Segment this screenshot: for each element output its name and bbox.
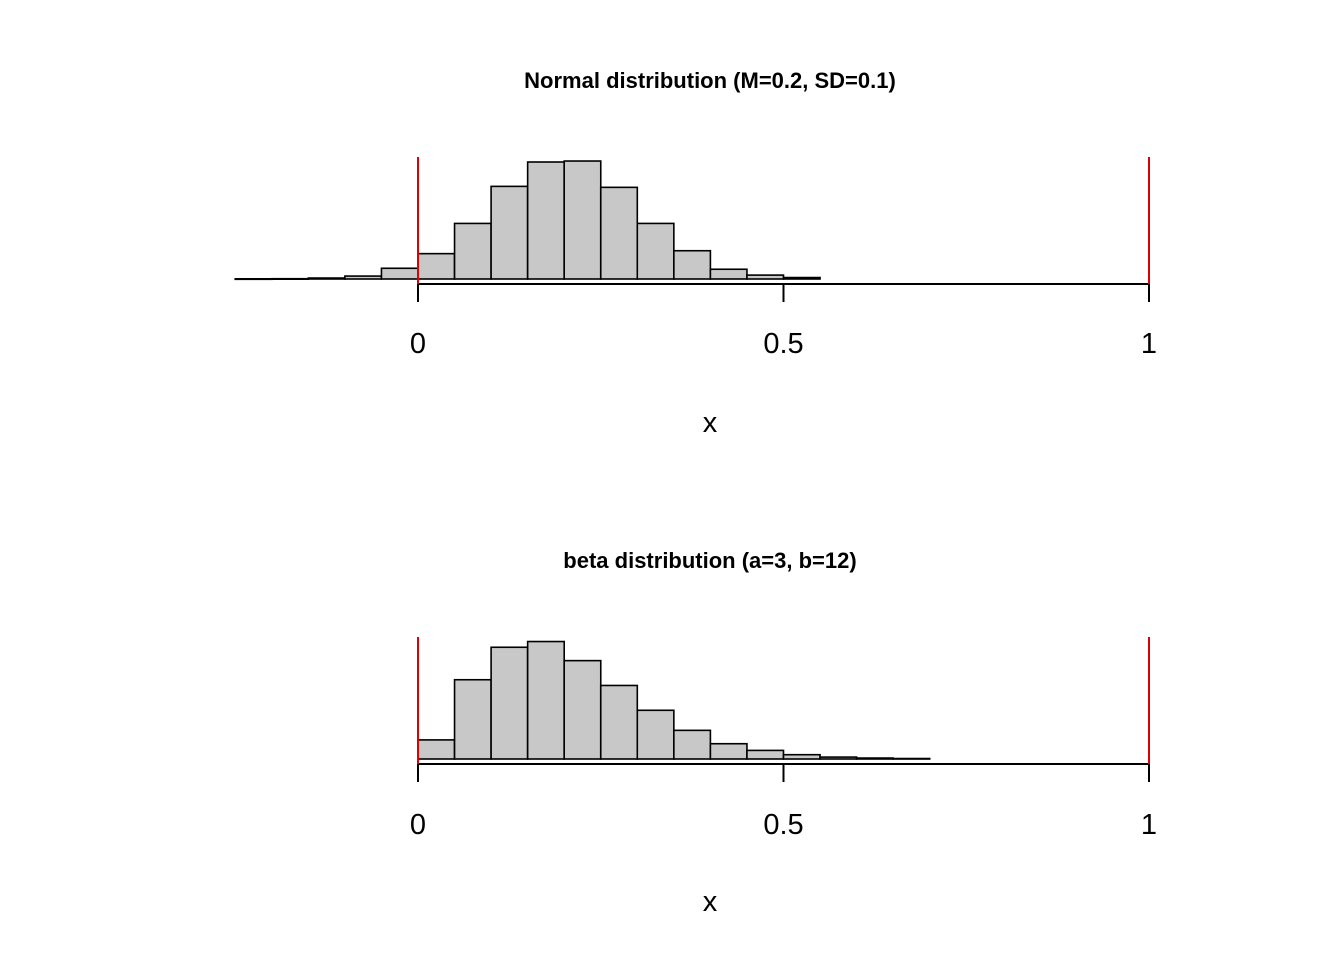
histogram-bar bbox=[709, 268, 748, 280]
histogram-bar bbox=[673, 729, 712, 760]
histogram-bar bbox=[526, 161, 566, 280]
histogram-bar bbox=[636, 709, 675, 760]
histogram-bar bbox=[234, 278, 273, 281]
histogram-bar bbox=[526, 640, 566, 760]
x-tick-label: 1 bbox=[1141, 809, 1157, 841]
x-tick-label: 0 bbox=[410, 809, 426, 841]
bars bbox=[417, 640, 931, 760]
x-ticks: 0 0.5 1 bbox=[410, 764, 1157, 841]
histogram-bar bbox=[746, 274, 785, 280]
histogram-bar bbox=[782, 276, 821, 280]
histogram-bar bbox=[709, 742, 748, 760]
histogram-bar bbox=[490, 185, 529, 280]
histogram-bar bbox=[599, 186, 639, 280]
bars bbox=[234, 160, 821, 281]
histogram-bar bbox=[855, 757, 894, 760]
chart-title: beta distribution (a=3, b=12) bbox=[563, 548, 856, 573]
histogram-bar bbox=[417, 739, 456, 760]
histogram-bar bbox=[636, 222, 675, 280]
histogram-bar bbox=[599, 684, 639, 760]
histogram-bar bbox=[746, 749, 785, 760]
chart-title: Normal distribution (M=0.2, SD=0.1) bbox=[524, 68, 896, 93]
histogram-bar bbox=[344, 275, 383, 280]
x-tick-label: 1 bbox=[1141, 328, 1157, 360]
x-axis-label: x bbox=[703, 886, 718, 918]
histogram-bar bbox=[270, 277, 310, 281]
histogram-bar bbox=[453, 222, 492, 280]
normal-histogram-panel: Normal distribution (M=0.2, SD=0.1) 0 0.5… bbox=[234, 68, 1157, 439]
x-tick-label: 0.5 bbox=[763, 328, 803, 360]
x-tick-label: 0 bbox=[410, 328, 426, 360]
histogram-bar bbox=[490, 646, 529, 760]
x-tick-label: 0.5 bbox=[763, 809, 803, 841]
histogram-bar bbox=[892, 757, 931, 760]
beta-histogram-panel: beta distribution (a=3, b=12) 0 0.5 1 x bbox=[410, 548, 1157, 918]
histogram-bar bbox=[673, 249, 712, 280]
histogram-bar bbox=[380, 267, 419, 280]
histogram-bar bbox=[417, 252, 456, 280]
reference-lines bbox=[417, 637, 1150, 764]
histogram-bar bbox=[819, 756, 858, 760]
reference-lines bbox=[417, 157, 1150, 284]
histogram-bar bbox=[563, 160, 602, 280]
histogram-bar bbox=[782, 753, 821, 760]
x-axis-label: x bbox=[703, 407, 718, 439]
x-ticks: 0 0.5 1 bbox=[410, 284, 1157, 360]
histogram-bar bbox=[453, 678, 492, 760]
histogram-bar bbox=[307, 277, 346, 280]
histogram-bar bbox=[563, 659, 602, 760]
